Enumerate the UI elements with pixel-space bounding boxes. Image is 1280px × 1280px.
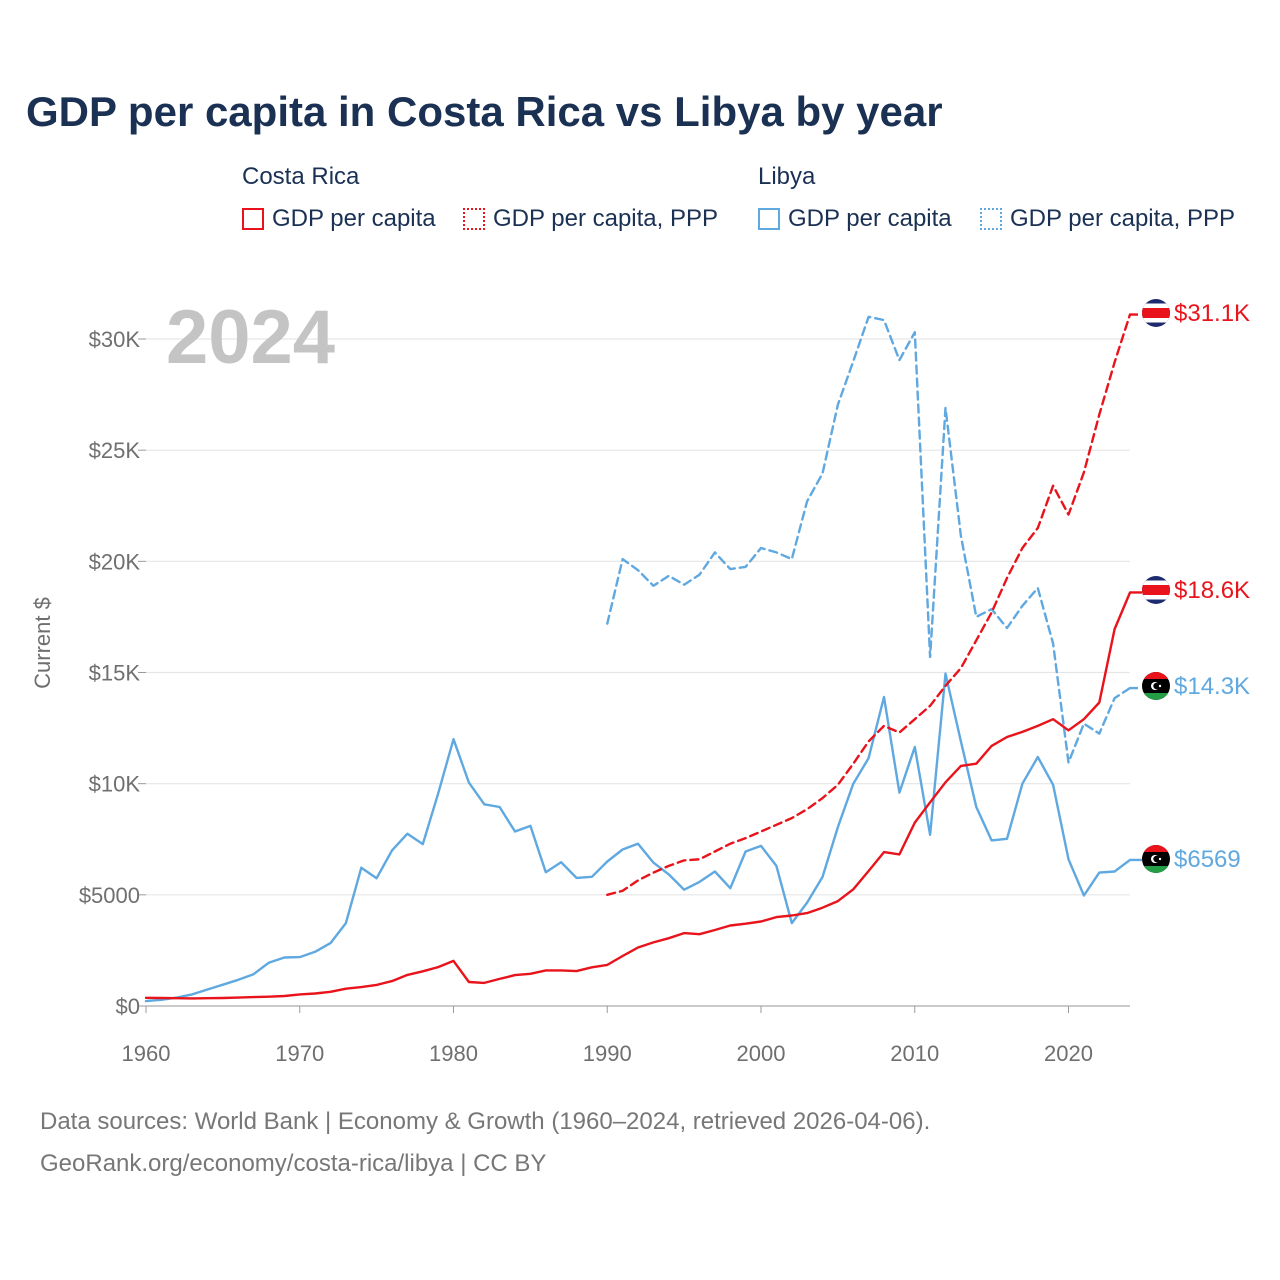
end-label-libya-gdp-ppp: $14.3K [1174,673,1250,700]
x-tick-label: 1980 [429,1041,478,1066]
y-tick-label: $30K [89,327,141,352]
series-line-libya-gdp[interactable] [144,672,1132,1003]
legend-label: GDP per capita, PPP [1010,205,1235,232]
costa-rica-flag-icon [1142,576,1170,604]
y-tick-label: $0 [116,994,140,1019]
x-tick-label: 2010 [890,1041,939,1066]
legend-item-costa-rica-gdp[interactable]: GDP per capita [242,204,436,234]
year-watermark: 2024 [166,295,335,380]
y-tick-label: $20K [89,549,141,574]
gridlines [146,338,1130,1007]
series-line-costa-rica-ppp[interactable] [606,313,1132,896]
footer-sources: Data sources: World Bank | Economy & Gro… [40,1108,931,1135]
legend-label: GDP per capita [788,205,952,232]
chart-title: GDP per capita in Costa Rica vs Libya by… [26,88,943,135]
legend-swatch-solid-red [242,208,264,230]
end-label-costa-rica-gdp: $18.6K [1174,577,1250,604]
end-label-libya-gdp: $6569 [1174,846,1241,873]
legend-item-libya-gdp[interactable]: GDP per capita [758,204,952,234]
end-label-costa-rica-gdp-ppp: $31.1K [1174,300,1250,327]
costa-rica-flag-icon [1142,299,1170,327]
legend-swatch-solid-blue [758,208,780,230]
x-tick-label: 2020 [1044,1041,1093,1066]
series-line-libya-ppp[interactable] [606,315,1132,764]
series-layer [144,313,1142,1003]
legend-group-costa-rica: Costa Rica [242,163,360,190]
series-line-costa-rica-gdp[interactable] [144,591,1132,1000]
y-tick-label: $15K [89,661,141,686]
libya-flag-icon [1142,845,1170,873]
x-tick-label: 1960 [122,1041,171,1066]
y-axis-label: Current $ [30,597,55,689]
legend-label: GDP per capita [272,205,436,232]
legend-swatch-dotted-red [463,208,485,230]
x-tick-label: 2000 [737,1041,786,1066]
legend-swatch-dotted-blue [980,208,1002,230]
y-tick-label: $25K [89,438,141,463]
libya-flag-icon [1142,672,1170,700]
legend-item-libya-gdp-ppp[interactable]: GDP per capita, PPP [980,204,1235,234]
axes: $0 $5000 $10K $15K $20K $25K $30K 1960 1970 1980 1… [79,327,1130,1066]
x-tick-label: 1990 [583,1041,632,1066]
x-tick-label: 1970 [275,1041,324,1066]
legend-label: GDP per capita, PPP [493,205,718,232]
y-tick-label: $10K [89,772,141,797]
legend-group-libya: Libya [758,163,816,190]
footer-credit: GeoRank.org/economy/costa-rica/libya | C… [40,1150,547,1177]
y-tick-label: $5000 [79,883,140,908]
legend-item-costa-rica-gdp-ppp[interactable]: GDP per capita, PPP [463,204,718,234]
